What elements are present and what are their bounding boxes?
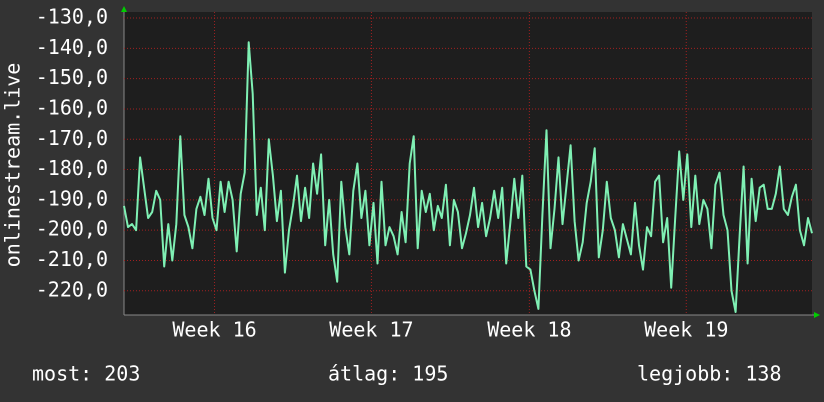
y-tick-label: -210,0 (36, 247, 108, 271)
y-tick-label: -170,0 (36, 126, 108, 150)
y-axis-label: onlinestream.live (1, 63, 25, 268)
footer-current: most: 203 (32, 362, 140, 386)
y-tick-label: -130,0 (36, 5, 108, 29)
y-tick-label: -140,0 (36, 35, 108, 59)
y-tick-label: -150,0 (36, 65, 108, 89)
x-tick-label: Week 18 (487, 318, 571, 342)
y-arrow (121, 6, 127, 12)
plot-area (124, 12, 812, 315)
x-tick-label: Week 16 (172, 318, 256, 342)
y-tick-label: -200,0 (36, 217, 108, 241)
y-tick-label: -180,0 (36, 156, 108, 180)
footer-average: átlag: 195 (328, 362, 448, 386)
y-tick-label: -160,0 (36, 95, 108, 119)
x-arrow (814, 312, 820, 318)
footer-best: legjobb: 138 (637, 362, 782, 386)
x-tick-label: Week 17 (329, 318, 413, 342)
x-tick-label: Week 19 (644, 318, 728, 342)
y-tick-label: -220,0 (36, 277, 108, 301)
y-tick-label: -190,0 (36, 186, 108, 210)
data-line (123, 41, 813, 313)
